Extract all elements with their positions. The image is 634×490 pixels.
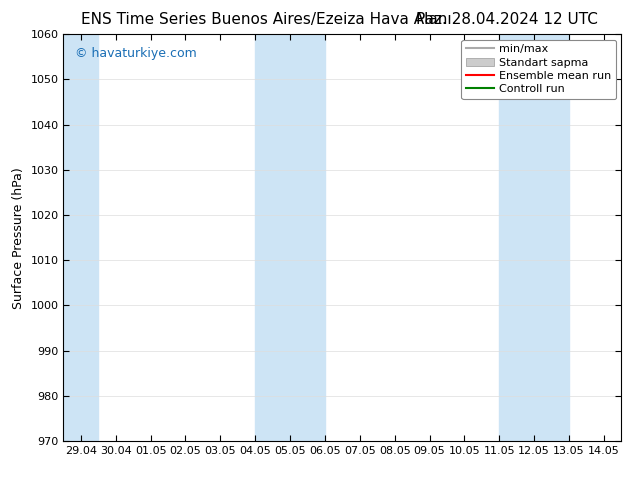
Y-axis label: Surface Pressure (hPa): Surface Pressure (hPa) [12, 167, 25, 309]
Text: © havaturkiye.com: © havaturkiye.com [75, 47, 197, 59]
Bar [255, 34, 325, 441]
Bar [500, 34, 569, 441]
Legend: min/max, Standart sapma, Ensemble mean run, Controll run: min/max, Standart sapma, Ensemble mean r… [462, 40, 616, 99]
Text: ENS Time Series Buenos Aires/Ezeiza Hava Alanı: ENS Time Series Buenos Aires/Ezeiza Hava… [81, 12, 451, 27]
Bar [63, 34, 98, 441]
Text: Paz. 28.04.2024 12 UTC: Paz. 28.04.2024 12 UTC [417, 12, 598, 27]
